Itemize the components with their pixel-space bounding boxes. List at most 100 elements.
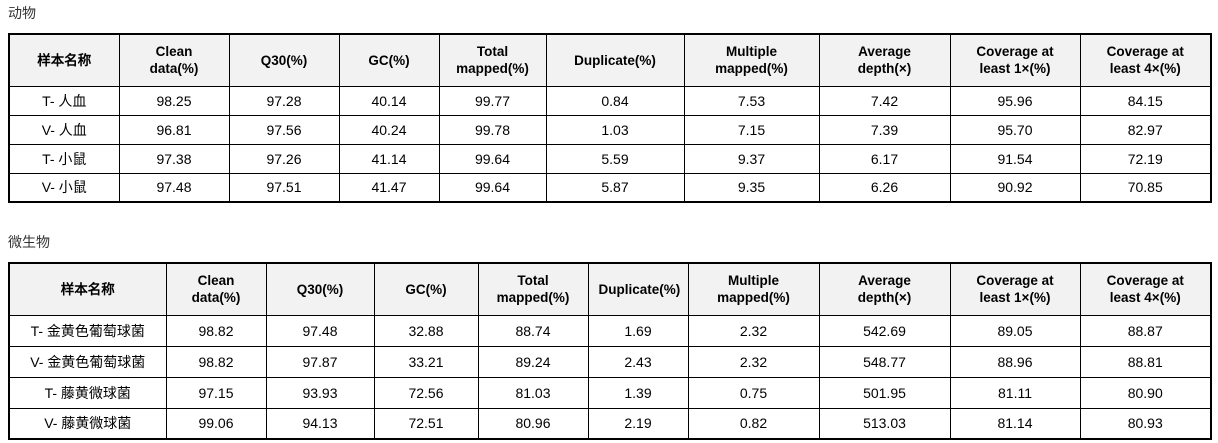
value-cell: 93.93 bbox=[265, 376, 375, 409]
value-cell: 2.43 bbox=[587, 345, 689, 378]
value-cell: 5.59 bbox=[545, 143, 685, 174]
column-header: Coverage at least 1×(%) bbox=[949, 262, 1081, 316]
table-row: T- 小鼠 97.38 97.26 41.14 99.64 5.59 9.37 6.17 91.… bbox=[8, 143, 1212, 174]
value-cell: 0.84 bbox=[545, 85, 685, 116]
animals-qc-table: 样本名称 Clean data(%) Q30(%) GC(%) Total mapped… bbox=[8, 33, 1212, 203]
value-cell: 513.03 bbox=[818, 407, 951, 440]
value-cell: 97.38 bbox=[118, 143, 230, 174]
column-header: Average depth(×) bbox=[818, 262, 951, 316]
value-cell: 97.51 bbox=[228, 172, 340, 203]
value-cell: 84.15 bbox=[1079, 85, 1212, 116]
value-cell: 97.26 bbox=[228, 143, 340, 174]
value-cell: 40.24 bbox=[338, 114, 440, 145]
value-cell: 91.54 bbox=[949, 143, 1081, 174]
value-cell: 32.88 bbox=[373, 314, 479, 347]
value-cell: 88.87 bbox=[1079, 314, 1212, 347]
value-cell: 0.75 bbox=[687, 376, 820, 409]
column-header: Multiple mapped(%) bbox=[687, 262, 820, 316]
column-header: Duplicate(%) bbox=[587, 262, 689, 316]
value-cell: 2.32 bbox=[687, 314, 820, 347]
sample-name-cell: T- 金黄色葡萄球菌 bbox=[8, 314, 167, 347]
sample-name-cell: T- 小鼠 bbox=[8, 143, 120, 174]
table-row: V- 金黄色葡萄球菌 98.82 97.87 33.21 89.24 2.43 2.32 54… bbox=[8, 345, 1212, 378]
column-header: Coverage at least 1×(%) bbox=[949, 33, 1081, 87]
value-cell: 70.85 bbox=[1079, 172, 1212, 203]
value-cell: 89.05 bbox=[949, 314, 1081, 347]
table-row: V- 小鼠 97.48 97.51 41.47 99.64 5.87 9.35 6.26 90.… bbox=[8, 172, 1212, 203]
table-row: V- 藤黄微球菌 99.06 94.13 72.51 80.96 2.19 0.82 513.… bbox=[8, 407, 1212, 440]
value-cell: 33.21 bbox=[373, 345, 479, 378]
value-cell: 94.13 bbox=[265, 407, 375, 440]
value-cell: 6.17 bbox=[818, 143, 951, 174]
value-cell: 98.25 bbox=[118, 85, 230, 116]
value-cell: 72.19 bbox=[1079, 143, 1212, 174]
column-header: 样本名称 bbox=[8, 33, 120, 87]
value-cell: 6.26 bbox=[818, 172, 951, 203]
value-cell: 41.47 bbox=[338, 172, 440, 203]
value-cell: 72.51 bbox=[373, 407, 479, 440]
value-cell: 548.77 bbox=[818, 345, 951, 378]
table-row: T- 人血 98.25 97.28 40.14 99.77 0.84 7.53 7.42 95.… bbox=[8, 85, 1212, 116]
value-cell: 88.74 bbox=[477, 314, 589, 347]
value-cell: 1.03 bbox=[545, 114, 685, 145]
sample-name-cell: V- 人血 bbox=[8, 114, 120, 145]
value-cell: 98.82 bbox=[165, 314, 267, 347]
value-cell: 81.11 bbox=[949, 376, 1081, 409]
value-cell: 80.90 bbox=[1079, 376, 1212, 409]
column-header: Clean data(%) bbox=[165, 262, 267, 316]
column-header: Coverage at least 4×(%) bbox=[1079, 33, 1212, 87]
value-cell: 97.48 bbox=[265, 314, 375, 347]
sample-name-cell: T- 人血 bbox=[8, 85, 120, 116]
animals-table-title: 动物 bbox=[8, 5, 36, 21]
value-cell: 542.69 bbox=[818, 314, 951, 347]
value-cell: 80.93 bbox=[1079, 407, 1212, 440]
value-cell: 5.87 bbox=[545, 172, 685, 203]
microorganisms-table-title: 微生物 bbox=[8, 234, 50, 250]
column-header: GC(%) bbox=[338, 33, 440, 87]
column-header: Q30(%) bbox=[265, 262, 375, 316]
column-header: Total mapped(%) bbox=[438, 33, 547, 87]
header-row: 样本名称 Clean data(%) Q30(%) GC(%) Total mapped… bbox=[8, 33, 1212, 87]
value-cell: 81.14 bbox=[949, 407, 1081, 440]
column-header: Coverage at least 4×(%) bbox=[1079, 262, 1212, 316]
value-cell: 88.96 bbox=[949, 345, 1081, 378]
value-cell: 97.87 bbox=[265, 345, 375, 378]
column-header: Clean data(%) bbox=[118, 33, 230, 87]
value-cell: 95.96 bbox=[949, 85, 1081, 116]
table-row: T- 藤黄微球菌 97.15 93.93 72.56 81.03 1.39 0.75 501.… bbox=[8, 376, 1212, 409]
value-cell: 90.92 bbox=[949, 172, 1081, 203]
animals-section: 动物 样本名称 Clean data(%) Q30(%) GC(%) Total map… bbox=[8, 5, 1212, 203]
value-cell: 1.69 bbox=[587, 314, 689, 347]
column-header: Multiple mapped(%) bbox=[683, 33, 820, 87]
value-cell: 9.35 bbox=[683, 172, 820, 203]
header-row: 样本名称 Clean data(%) Q30(%) GC(%) Total mapped… bbox=[8, 262, 1212, 316]
value-cell: 97.15 bbox=[165, 376, 267, 409]
column-header: Duplicate(%) bbox=[545, 33, 685, 87]
value-cell: 88.81 bbox=[1079, 345, 1212, 378]
value-cell: 2.32 bbox=[687, 345, 820, 378]
sample-name-cell: V- 金黄色葡萄球菌 bbox=[8, 345, 167, 378]
column-header: Q30(%) bbox=[228, 33, 340, 87]
column-header: GC(%) bbox=[373, 262, 479, 316]
column-header: Average depth(×) bbox=[818, 33, 951, 87]
value-cell: 7.53 bbox=[683, 85, 820, 116]
value-cell: 2.19 bbox=[587, 407, 689, 440]
sample-name-cell: V- 小鼠 bbox=[8, 172, 120, 203]
value-cell: 96.81 bbox=[118, 114, 230, 145]
value-cell: 0.82 bbox=[687, 407, 820, 440]
column-header: 样本名称 bbox=[8, 262, 167, 316]
table-row: T- 金黄色葡萄球菌 98.82 97.48 32.88 88.74 1.69 2.32 54… bbox=[8, 314, 1212, 347]
value-cell: 501.95 bbox=[818, 376, 951, 409]
value-cell: 41.14 bbox=[338, 143, 440, 174]
value-cell: 89.24 bbox=[477, 345, 589, 378]
value-cell: 99.77 bbox=[438, 85, 547, 116]
value-cell: 99.64 bbox=[438, 172, 547, 203]
value-cell: 82.97 bbox=[1079, 114, 1212, 145]
value-cell: 9.37 bbox=[683, 143, 820, 174]
value-cell: 99.06 bbox=[165, 407, 267, 440]
value-cell: 95.70 bbox=[949, 114, 1081, 145]
value-cell: 7.15 bbox=[683, 114, 820, 145]
value-cell: 1.39 bbox=[587, 376, 689, 409]
value-cell: 7.42 bbox=[818, 85, 951, 116]
